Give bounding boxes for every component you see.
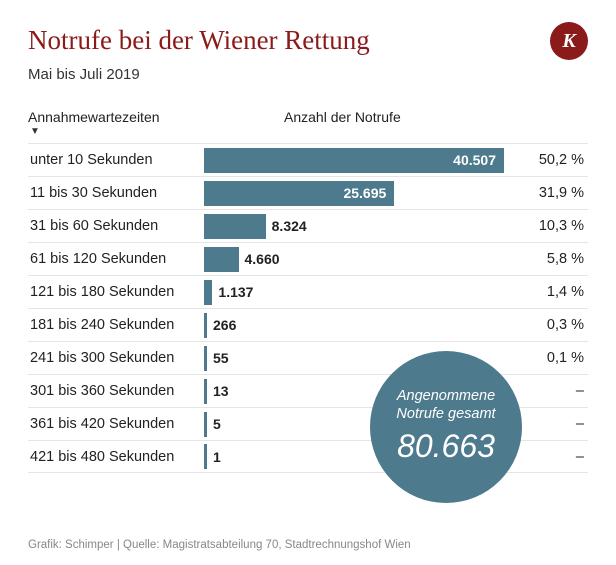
chart-subtitle: Mai bis Juli 2019: [28, 66, 588, 83]
value-label: 1: [213, 449, 221, 465]
value-label: 40.507: [453, 152, 496, 168]
chart-row: 61 bis 120 Sekunden 4.660 5,8 %: [28, 242, 588, 275]
percent-label: 5,8 %: [516, 251, 588, 267]
total-value: 80.663: [397, 427, 495, 465]
bar: [204, 412, 207, 437]
chart-title: Notrufe bei der Wiener Rettung: [28, 24, 370, 56]
category-label: 361 bis 420 Sekunden: [28, 416, 204, 432]
percent-label: 0,1 %: [516, 350, 588, 366]
percent-label: 31,9 %: [516, 185, 588, 201]
bar: [204, 280, 212, 305]
category-header: Annahmewartezeiten: [28, 109, 160, 125]
total-label-1: Angenommene: [397, 388, 495, 405]
percent-label: 50,2 %: [516, 152, 588, 168]
bar: 25.695: [204, 181, 394, 206]
percent-label: –: [516, 416, 588, 432]
bar: [204, 313, 207, 338]
bar: [204, 247, 239, 272]
category-label: 301 bis 360 Sekunden: [28, 383, 204, 399]
percent-label: 0,3 %: [516, 317, 588, 333]
bar: 40.507: [204, 148, 504, 173]
value-label: 266: [213, 317, 236, 333]
value-header: Anzahl der Notrufe: [284, 109, 401, 125]
percent-label: –: [516, 449, 588, 465]
category-label: 31 bis 60 Sekunden: [28, 218, 204, 234]
chart-row: 11 bis 30 Sekunden 25.695 31,9 %: [28, 176, 588, 209]
bar-area: 266: [204, 309, 516, 341]
value-label: 13: [213, 383, 229, 399]
sort-arrow-icon: ▼: [30, 126, 204, 137]
bar: [204, 214, 266, 239]
chart-row: 241 bis 300 Sekunden 55 0,1 %: [28, 341, 588, 374]
chart-row: 31 bis 60 Sekunden 8.324 10,3 %: [28, 209, 588, 242]
chart-row: 121 bis 180 Sekunden 1.137 1,4 %: [28, 275, 588, 308]
value-label: 25.695: [343, 185, 386, 201]
category-label: 11 bis 30 Sekunden: [28, 185, 204, 201]
bar-area: 4.660: [204, 243, 516, 275]
chart-row: unter 10 Sekunden 40.507 50,2 %: [28, 143, 588, 176]
bar-area: 1.137: [204, 276, 516, 308]
bar-area: 25.695: [204, 177, 516, 209]
value-label: 8.324: [272, 218, 307, 234]
brand-logo: K: [550, 22, 588, 60]
value-label: 55: [213, 350, 229, 366]
bar: [204, 346, 207, 371]
total-label-2: Notrufe gesamt: [396, 406, 495, 423]
bar-area: 8.324: [204, 210, 516, 242]
percent-label: 10,3 %: [516, 218, 588, 234]
category-label: 241 bis 300 Sekunden: [28, 350, 204, 366]
chart-footer: Grafik: Schimper | Quelle: Magistratsabt…: [28, 539, 411, 551]
category-label: 181 bis 240 Sekunden: [28, 317, 204, 333]
category-label: 61 bis 120 Sekunden: [28, 251, 204, 267]
value-label: 4.660: [245, 251, 280, 267]
bar: [204, 379, 207, 404]
bar: [204, 444, 207, 469]
category-label: 121 bis 180 Sekunden: [28, 284, 204, 300]
category-label: unter 10 Sekunden: [28, 152, 204, 168]
value-label: 5: [213, 416, 221, 432]
value-label: 1.137: [218, 284, 253, 300]
percent-label: –: [516, 383, 588, 399]
chart-row: 181 bis 240 Sekunden 266 0,3 %: [28, 308, 588, 341]
percent-label: 1,4 %: [516, 284, 588, 300]
total-circle: Angenommene Notrufe gesamt 80.663: [370, 351, 522, 503]
category-label: 421 bis 480 Sekunden: [28, 449, 204, 465]
bar-area: 40.507: [204, 144, 516, 176]
column-headers: Annahmewartezeiten ▼ Anzahl der Notrufe: [28, 109, 588, 137]
